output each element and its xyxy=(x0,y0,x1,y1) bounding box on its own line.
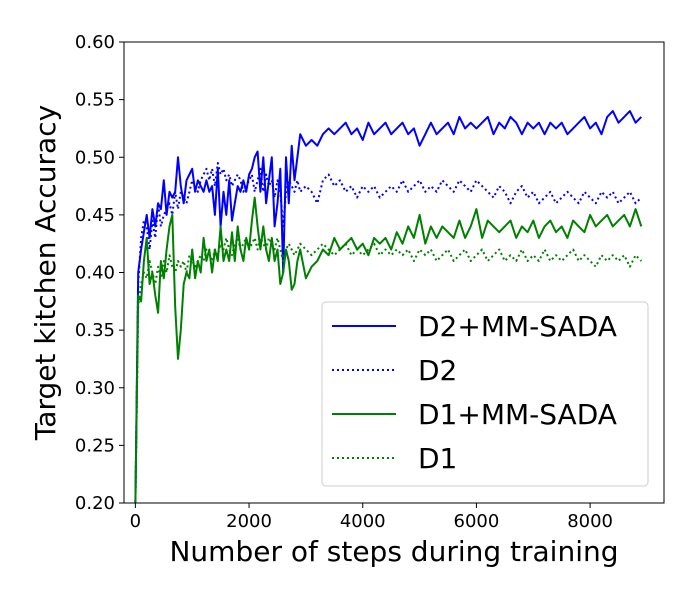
y-tick-label: 0.55 xyxy=(75,90,115,111)
y-tick-label: 0.35 xyxy=(75,320,115,341)
x-tick-label: 0 xyxy=(130,511,141,532)
series-line-d2-mm-sada xyxy=(134,110,643,503)
x-tick-label: 2000 xyxy=(226,511,272,532)
x-axis-label: Number of steps during training xyxy=(169,535,618,568)
legend-label: D1 xyxy=(418,442,457,475)
legend-box xyxy=(321,301,649,487)
y-axis-ticks: 0.20 0.25 0.30 0.35 0.40 0.45 0.50 0.55 0.60 xyxy=(75,32,124,514)
y-tick-label: 0.25 xyxy=(75,435,115,456)
y-tick-label: 0.45 xyxy=(75,205,115,226)
y-tick-label: 0.30 xyxy=(75,378,115,399)
x-tick-label: 8000 xyxy=(567,511,613,532)
legend-label: D2 xyxy=(418,354,457,387)
y-axis-label: Target kitchen Accuracy xyxy=(29,105,62,441)
x-tick-label: 4000 xyxy=(340,511,386,532)
x-axis-ticks: 0 2000 4000 6000 8000 xyxy=(130,503,613,532)
series-lines xyxy=(134,110,643,503)
series-line-d1 xyxy=(134,236,643,503)
x-tick-label: 6000 xyxy=(454,511,500,532)
legend-label: D2+MM-SADA xyxy=(418,310,617,343)
y-tick-label: 0.60 xyxy=(75,32,115,53)
y-tick-label: 0.40 xyxy=(75,263,115,284)
legend: D2+MM-SADA D2 D1+MM-SADA D1 xyxy=(321,301,649,487)
y-tick-label: 0.20 xyxy=(75,493,115,514)
legend-label: D1+MM-SADA xyxy=(418,398,617,431)
y-tick-label: 0.50 xyxy=(75,147,115,168)
